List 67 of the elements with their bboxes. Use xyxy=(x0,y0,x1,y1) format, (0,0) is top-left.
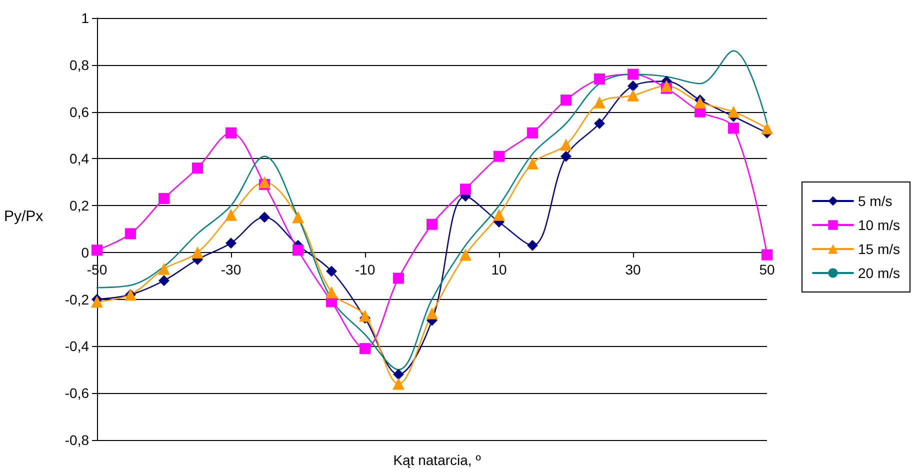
point xyxy=(326,286,338,298)
x-tick-label: 50 xyxy=(759,261,775,278)
legend-label: 20 m/s xyxy=(858,265,900,281)
point xyxy=(292,244,304,256)
point xyxy=(526,157,538,170)
y-axis-title: Py/Px xyxy=(4,208,44,225)
point xyxy=(460,248,472,261)
point xyxy=(560,138,572,151)
point xyxy=(493,208,505,221)
point xyxy=(259,212,270,223)
point xyxy=(393,368,404,380)
point xyxy=(527,240,538,251)
point xyxy=(292,211,304,224)
point xyxy=(460,184,471,195)
point xyxy=(125,228,136,240)
x-axis-title: Kąt natarcia, º xyxy=(393,452,481,468)
point xyxy=(762,249,772,260)
point xyxy=(560,150,572,162)
legend-label: 10 m/s xyxy=(858,217,900,233)
point xyxy=(393,272,404,284)
point xyxy=(594,118,605,129)
point xyxy=(158,193,170,204)
point xyxy=(226,238,236,249)
point xyxy=(360,343,370,354)
point xyxy=(92,244,102,256)
point xyxy=(426,218,438,230)
point xyxy=(761,122,773,134)
point xyxy=(628,68,638,80)
point xyxy=(158,262,170,275)
point xyxy=(728,106,740,118)
point xyxy=(660,80,672,92)
y-tick-label: 0,6 xyxy=(70,104,90,120)
point xyxy=(392,378,404,390)
point xyxy=(426,307,438,320)
point xyxy=(258,176,270,188)
point xyxy=(192,162,203,174)
point xyxy=(627,89,639,102)
legend-label: 15 m/s xyxy=(858,241,900,257)
legend-label: 5 m/s xyxy=(858,193,892,209)
point xyxy=(527,127,538,138)
point xyxy=(192,246,204,258)
y-tick-label: -0,2 xyxy=(64,291,90,308)
x-tick-label: -30 xyxy=(220,261,242,278)
y-tick-label: -0,6 xyxy=(64,385,90,402)
point xyxy=(694,96,706,108)
point xyxy=(226,127,236,138)
y-tick-label: 0,2 xyxy=(70,198,90,214)
point xyxy=(326,266,337,277)
point xyxy=(494,150,504,162)
point xyxy=(91,296,103,308)
point xyxy=(359,310,371,322)
point xyxy=(628,80,638,92)
x-tick-label: -10 xyxy=(354,261,376,278)
point xyxy=(594,96,606,108)
y-tick-label: 0,8 xyxy=(70,56,90,73)
point xyxy=(158,275,170,286)
point xyxy=(560,94,572,106)
point xyxy=(594,73,605,84)
point xyxy=(225,208,237,221)
y-tick-label: -0,4 xyxy=(64,338,90,354)
y-tick-label: 1 xyxy=(81,10,90,26)
y-tick-label: -0,8 xyxy=(64,432,90,448)
y-tick-label: 0 xyxy=(81,244,90,260)
x-tick-label: 10 xyxy=(491,261,507,278)
y-tick-label: 0,4 xyxy=(70,150,90,167)
point xyxy=(728,122,739,134)
x-tick-label: 30 xyxy=(625,261,641,278)
